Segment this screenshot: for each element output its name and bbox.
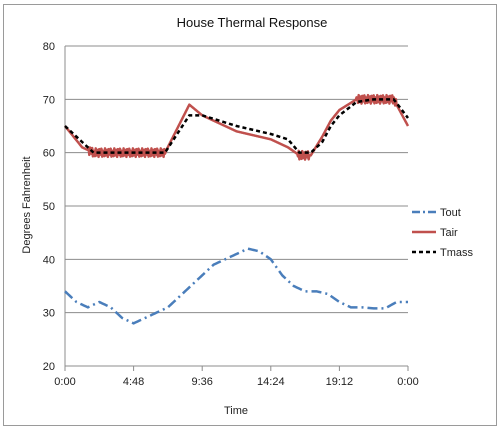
x-tick-label: 4:48 (123, 376, 144, 388)
series-line-tout (64, 247, 408, 325)
x-tick-label: 19:12 (326, 376, 354, 388)
x-tick-label: 9:36 (191, 376, 212, 388)
x-axis-label: Time (224, 405, 248, 417)
x-tick-label: 0:00 (397, 376, 418, 388)
series-line-tmass (64, 98, 409, 154)
y-tick-label: 30 (43, 308, 55, 320)
chart-title: House Thermal Response (177, 15, 328, 30)
chart-frame (3, 4, 497, 426)
y-tick-label: 20 (43, 361, 55, 373)
y-tick-label: 40 (43, 254, 55, 266)
x-tick-label: 14:24 (257, 376, 285, 388)
y-tick-label: 50 (43, 201, 55, 213)
axes (64, 46, 409, 371)
series-layer (64, 93, 410, 325)
x-tick-label: 0:00 (54, 376, 75, 388)
legend-label-tout: Tout (440, 207, 461, 219)
legend: Tout Tair Tmass (412, 207, 474, 259)
y-axis-label: Degrees Fahrenheit (21, 156, 33, 253)
legend-label-tmass: Tmass (440, 247, 474, 259)
y-tick-label: 60 (43, 148, 55, 160)
series-line-tair (64, 93, 410, 161)
tick-labels: 20 30 40 50 60 70 80 0:00 4:48 9:36 14:24 19:12 0:00 (43, 41, 419, 388)
y-tick-label: 70 (43, 94, 55, 106)
gridlines (65, 45, 408, 367)
legend-label-tair: Tair (440, 227, 458, 239)
y-tick-label: 80 (43, 41, 55, 53)
